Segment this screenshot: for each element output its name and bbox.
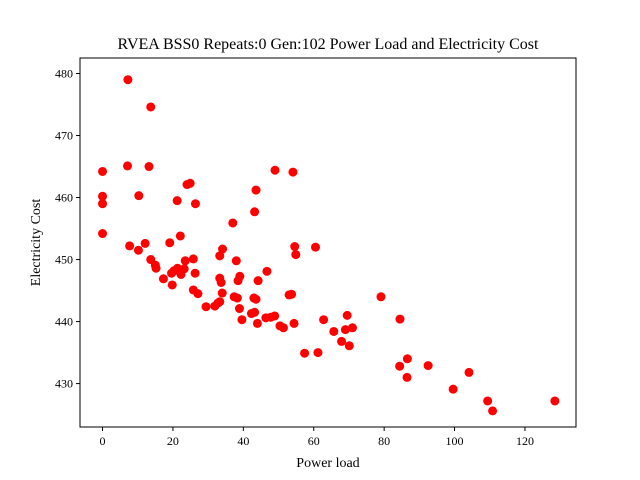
data-point-18 [175,231,185,241]
x-tick-label-1: 20 [167,434,179,448]
data-point-57 [376,292,386,302]
data-point-72 [289,318,299,328]
data-point-74 [342,310,352,320]
data-point-27 [311,242,320,252]
data-point-62 [234,304,244,314]
data-point-86 [423,361,433,371]
data-point-19 [125,241,135,251]
data-point-77 [329,326,339,336]
data-point-25 [290,242,300,252]
x-axis-label: Power load [296,456,359,471]
data-point-21 [165,238,175,248]
plot-frame [79,57,577,428]
data-point-89 [483,396,493,406]
data-point-8 [98,199,108,209]
data-point-5 [270,165,280,175]
y-tick-label-1: 440 [55,315,73,329]
data-point-45 [235,271,245,281]
data-point-1 [146,102,156,112]
data-point-32 [188,254,198,264]
x-tick-label-6: 120 [516,434,534,448]
y-axis-ticks: 430 440 450 460 470 480 [55,67,80,391]
x-tick-label-5: 100 [446,434,464,448]
data-point-56 [287,289,297,299]
data-point-84 [402,354,412,364]
data-point-64 [250,307,260,317]
data-point-41 [167,280,177,290]
data-point-54 [251,294,261,304]
data-point-12 [251,185,261,195]
data-point-20 [140,238,150,248]
y-tick-label-4: 470 [55,129,73,143]
x-tick-label-4: 80 [378,434,390,448]
data-point-7 [98,191,108,201]
data-point-43 [216,278,226,287]
y-axis-label: Electricity Cost [29,199,44,287]
data-point-78 [340,325,350,335]
data-point-40 [158,274,168,284]
data-point-90 [488,406,498,416]
data-point-73 [319,315,329,325]
data-point-79 [300,348,310,358]
data-point-82 [344,341,354,351]
data-point-16 [228,218,238,228]
data-point-3 [123,161,133,171]
data-point-50 [217,288,227,298]
chart-title: RVEA BSS0 Repeats:0 Gen:102 Power Load a… [118,36,539,53]
data-point-11 [185,178,195,188]
y-tick-label-2: 450 [55,253,73,267]
data-point-69 [270,311,280,321]
data-point-33 [231,256,241,266]
data-point-88 [464,367,474,377]
x-axis-ticks: 0 20 40 60 80 100 120 [100,427,534,448]
data-point-75 [347,323,357,333]
data-point-49 [193,289,203,299]
data-point-71 [278,323,288,333]
data-point-4 [144,162,154,172]
data-point-6 [288,167,298,177]
data-point-47 [262,266,272,276]
data-point-76 [395,314,405,324]
data-point-23 [218,244,228,254]
data-point-39 [190,268,200,278]
data-point-85 [402,372,412,382]
data-point-9 [134,191,144,201]
data-point-26 [291,250,301,260]
data-point-24 [215,251,225,261]
data-point-30 [151,263,161,273]
data-point-14 [190,199,200,209]
data-point-38 [179,264,189,274]
data-point-87 [448,384,458,394]
data-point-91 [550,396,560,406]
x-tick-label-3: 60 [308,434,320,448]
data-point-58 [201,302,211,312]
data-point-17 [98,229,108,239]
data-point-66 [252,318,262,328]
points-layer [98,75,560,416]
data-point-83 [395,361,405,371]
data-point-22 [133,245,143,255]
data-point-65 [237,315,247,325]
data-point-46 [253,276,263,286]
x-tick-label-0: 0 [100,434,106,448]
data-point-36 [167,268,177,278]
y-tick-label-0: 430 [55,377,73,391]
data-point-15 [250,207,260,217]
data-point-61 [215,297,225,307]
y-tick-label-5: 480 [55,67,73,81]
data-point-52 [232,293,242,303]
x-tick-label-2: 40 [237,434,249,448]
y-tick-label-3: 460 [55,191,73,205]
data-point-81 [337,336,347,346]
data-point-31 [180,256,190,266]
data-point-2 [98,166,108,176]
data-point-13 [172,196,182,206]
data-point-0 [123,75,133,85]
data-point-80 [313,348,323,358]
